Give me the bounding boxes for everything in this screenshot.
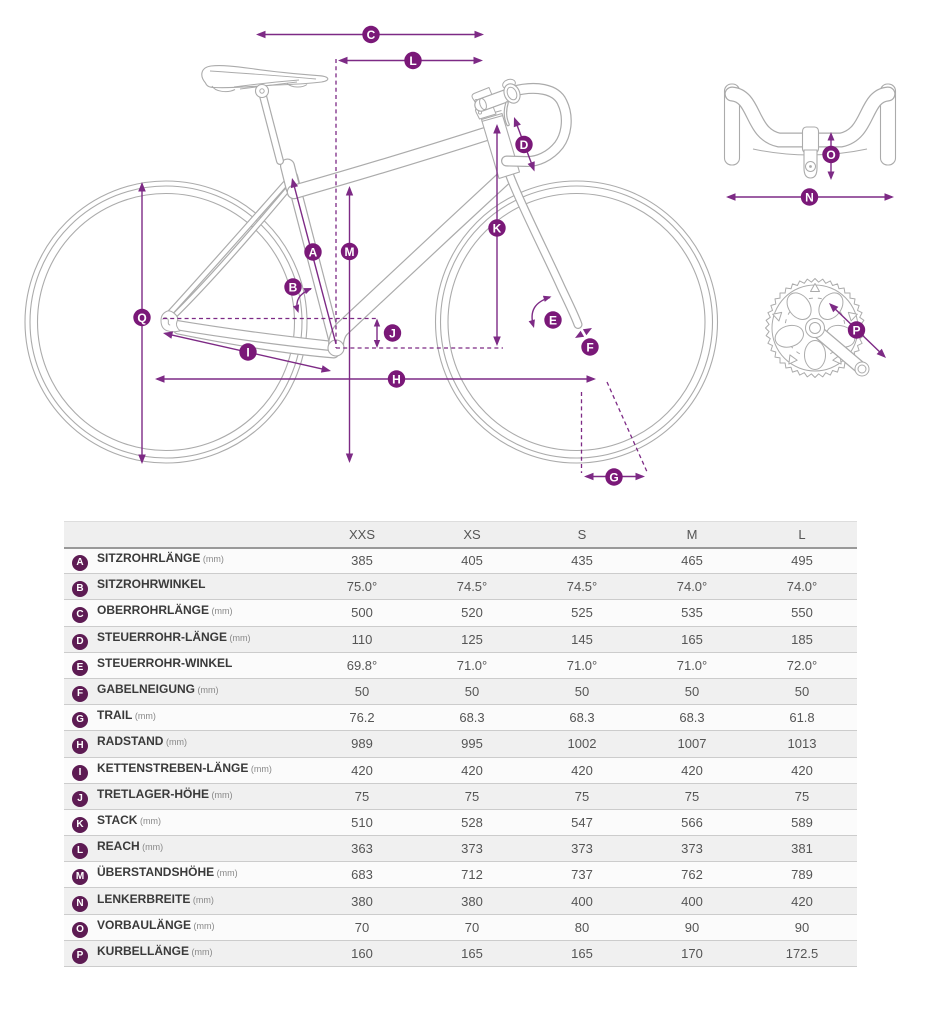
svg-text:M: M <box>345 245 355 259</box>
svg-text:Q: Q <box>137 311 146 325</box>
svg-text:N: N <box>805 191 814 205</box>
svg-text:C: C <box>367 28 376 42</box>
svg-text:A: A <box>309 246 318 260</box>
svg-text:G: G <box>609 471 618 485</box>
svg-text:B: B <box>289 281 298 295</box>
svg-text:I: I <box>246 346 249 360</box>
svg-text:P: P <box>852 324 860 338</box>
svg-text:L: L <box>409 54 416 68</box>
svg-text:K: K <box>493 222 502 236</box>
svg-text:E: E <box>549 314 557 328</box>
svg-text:J: J <box>389 327 396 341</box>
svg-text:H: H <box>392 373 401 387</box>
svg-text:F: F <box>586 341 593 355</box>
svg-text:D: D <box>520 138 529 152</box>
svg-text:O: O <box>826 148 835 162</box>
